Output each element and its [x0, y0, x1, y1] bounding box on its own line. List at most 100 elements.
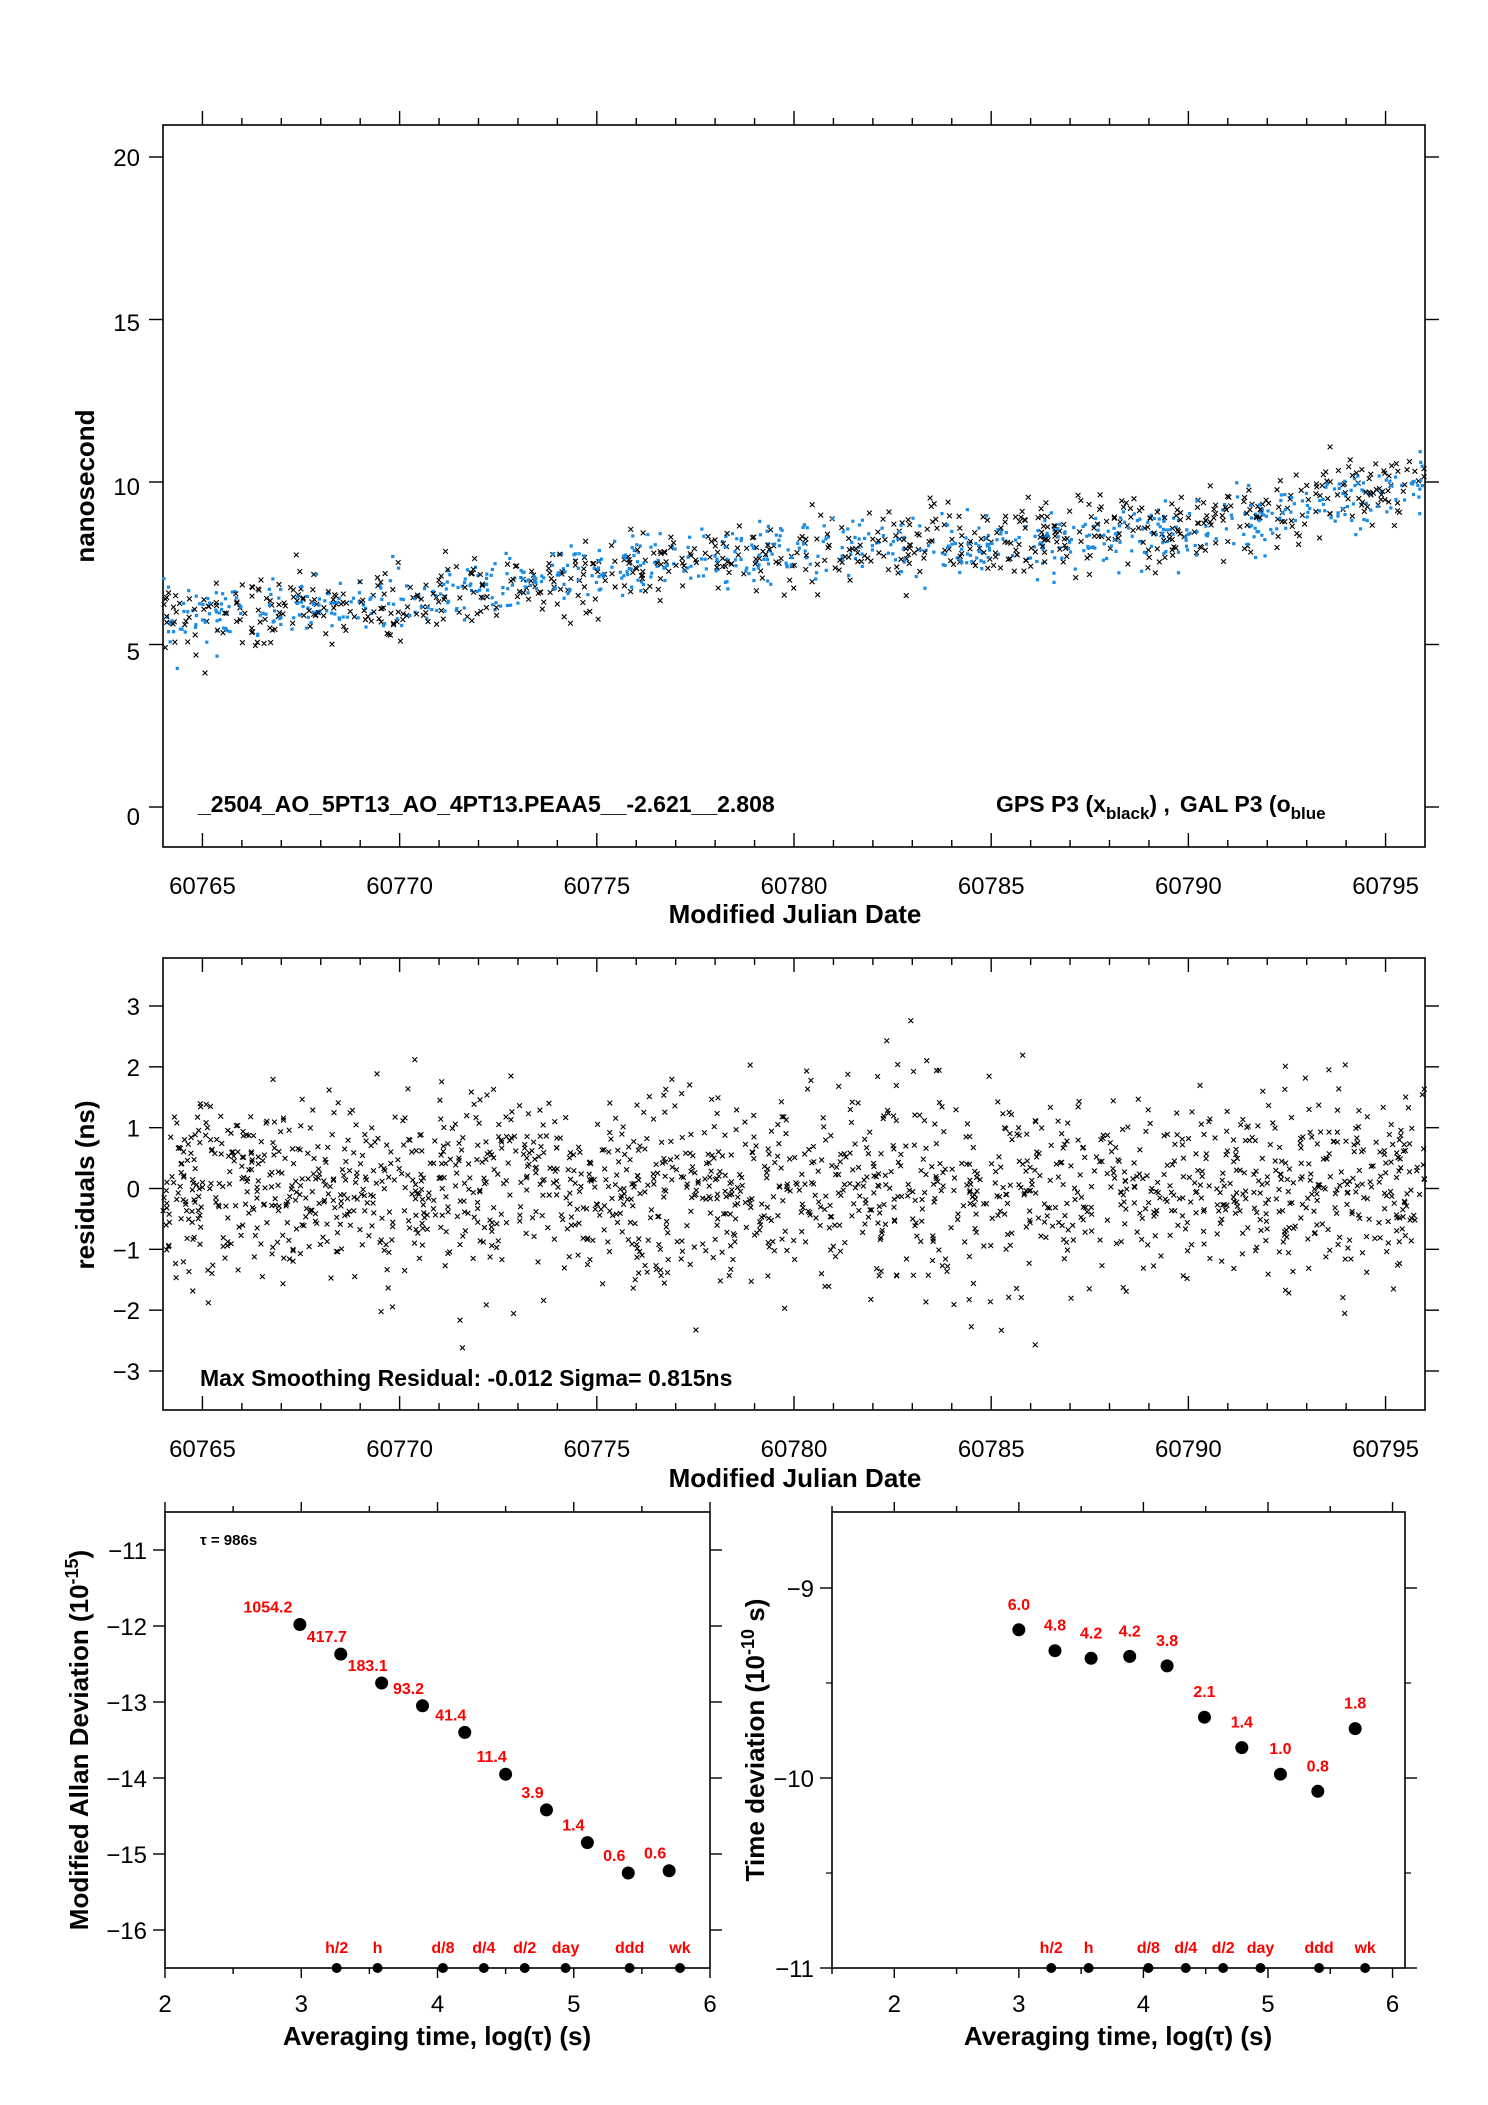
gps-point [945, 499, 951, 505]
residual-point [1118, 1238, 1124, 1245]
residual-point [743, 1224, 750, 1231]
residual-point [225, 1153, 232, 1160]
residual-point [776, 1184, 783, 1190]
residual-point [1161, 1132, 1167, 1139]
gps-point [1116, 531, 1123, 537]
gps-point [670, 539, 677, 546]
residual-point [213, 1199, 219, 1206]
gal-point [725, 580, 729, 584]
residual-point [627, 1156, 633, 1163]
gal-point [1235, 481, 1239, 485]
y-tick-label: −2 [113, 1298, 140, 1325]
residual-point [918, 1167, 924, 1174]
residual-point [483, 1156, 489, 1163]
residual-point [489, 1228, 495, 1235]
residual-point [488, 1152, 495, 1158]
gal-point [1056, 535, 1060, 539]
residual-point [905, 1181, 912, 1188]
residual-point [366, 1232, 372, 1239]
residual-point [1064, 1120, 1071, 1126]
y-tick-label: −10 [773, 1766, 814, 1793]
gps-point [657, 597, 663, 604]
residual-point [599, 1147, 606, 1153]
residual-point [540, 1122, 546, 1128]
gal-point [996, 552, 1001, 556]
gal-point [1420, 464, 1424, 468]
gal-point [1420, 484, 1424, 488]
residual-point [1016, 1132, 1022, 1139]
residual-point [1207, 1255, 1213, 1262]
gal-point [1204, 533, 1208, 537]
gps-point [504, 561, 511, 567]
residual-point [1237, 1167, 1243, 1173]
residual-point [1068, 1163, 1074, 1169]
residual-point [536, 1153, 542, 1160]
gal-point [279, 615, 283, 619]
gps-point [719, 555, 726, 562]
residual-point [818, 1270, 825, 1277]
gal-point [1229, 513, 1233, 517]
residual-point [879, 1227, 885, 1234]
gps-point [464, 613, 471, 620]
residual-point [714, 1191, 721, 1197]
gps-point [1394, 500, 1401, 506]
residual-point [277, 1128, 284, 1135]
residual-point [508, 1116, 514, 1123]
residual-point [1147, 1120, 1153, 1127]
gps-point [876, 550, 882, 556]
residual-point [470, 1255, 476, 1262]
residual-point [416, 1191, 422, 1197]
residual-point [192, 1132, 198, 1138]
gal-point [733, 558, 738, 562]
gps-point [395, 559, 402, 566]
residual-point [695, 1180, 701, 1186]
residual-point [272, 1195, 278, 1202]
gps-point [1277, 477, 1284, 484]
residual-point [312, 1176, 319, 1182]
gps-point [172, 592, 179, 599]
gal-point [880, 526, 884, 530]
gal-point [295, 601, 299, 605]
residual-point [942, 1256, 949, 1262]
gal-point [1185, 548, 1190, 552]
gal-point [207, 601, 212, 605]
residual-point [1179, 1142, 1186, 1148]
residual-point [304, 1150, 311, 1157]
y-tick-20: 20 [113, 145, 140, 172]
residual-point [474, 1142, 481, 1148]
residual-point [781, 1305, 788, 1312]
residual-point [345, 1137, 351, 1143]
gal-point [699, 557, 704, 561]
gal-point [338, 581, 342, 585]
interval-marker [560, 1963, 571, 1973]
residual-point [719, 1249, 725, 1256]
residual-point [551, 1118, 558, 1125]
residual-point [564, 1226, 571, 1232]
residual-point [1315, 1102, 1322, 1108]
residual-point [1145, 1107, 1152, 1113]
residual-point [1001, 1125, 1008, 1131]
residual-point [850, 1201, 857, 1207]
residual-point [657, 1246, 664, 1253]
gal-point [1232, 542, 1236, 546]
residual-point [651, 1181, 657, 1187]
gps-point [276, 601, 282, 608]
residual-point [891, 1204, 897, 1211]
residual-point [235, 1149, 241, 1155]
residual-point [1200, 1208, 1207, 1215]
gps-point [1022, 525, 1029, 531]
legend-gps: GPS P3 (x [996, 791, 1106, 817]
gal-point [777, 544, 782, 548]
residual-point [972, 1196, 979, 1202]
gps-point [1275, 533, 1281, 540]
tdev-point [1160, 1659, 1174, 1673]
residual-point [259, 1273, 266, 1280]
gps-point [255, 586, 261, 592]
residual-point [525, 1110, 532, 1117]
residual-point [430, 1206, 437, 1212]
gal-point [1132, 512, 1136, 516]
residual-point [717, 1168, 723, 1175]
residual-point [1199, 1173, 1205, 1180]
